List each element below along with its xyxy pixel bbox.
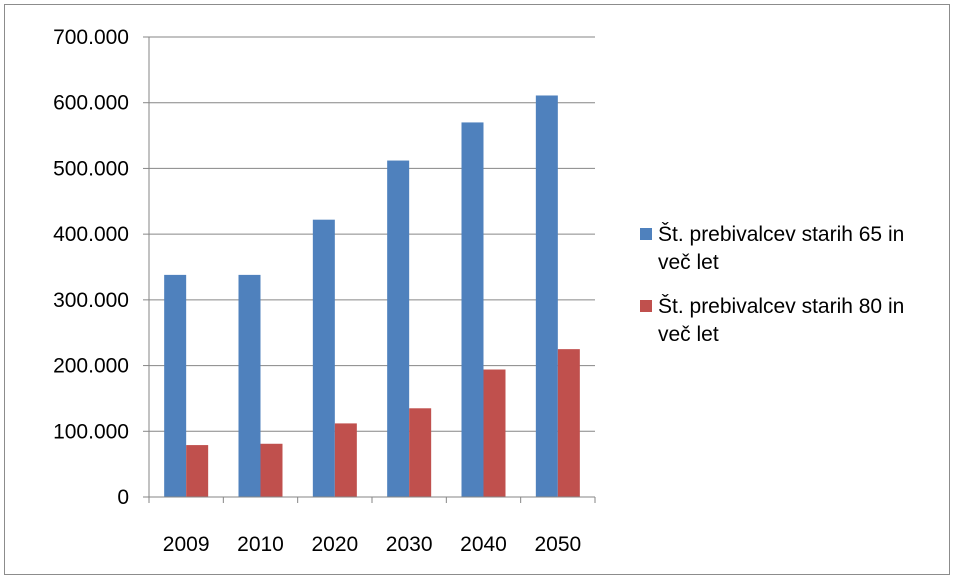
x-tick-labels: 2009 2010 2020 2030 2040 2050	[163, 533, 581, 556]
legend-swatch	[640, 228, 652, 240]
y-tick-label: 700.000	[53, 26, 129, 49]
bars	[164, 95, 580, 498]
bar-age65-2030	[387, 160, 410, 498]
bar-age65-2020	[312, 219, 335, 497]
axes	[143, 36, 596, 503]
legend-label: Št. prebivalcev starih 65 in	[658, 223, 904, 246]
bar-age80-2040	[483, 369, 506, 497]
bar-age65-2010	[238, 274, 261, 497]
legend: Št. prebivalcev starih 65 in več let Št. p…	[640, 223, 904, 346]
y-tick-label: 100.000	[53, 420, 129, 443]
y-tick-label: 300.000	[53, 289, 129, 312]
x-tick-label: 2030	[386, 533, 433, 556]
bar-age65-2009	[164, 274, 187, 497]
x-tick-label: 2040	[460, 533, 507, 556]
x-tick-label: 2050	[534, 533, 581, 556]
legend-label: Št. prebivalcev starih 80 in	[658, 295, 904, 318]
bar-age80-2009	[186, 445, 209, 497]
bar-age65-2050	[535, 95, 558, 497]
y-tick-label: 500.000	[53, 157, 129, 180]
y-tick-label: 600.000	[53, 92, 129, 115]
x-tick-label: 2020	[311, 533, 358, 556]
bar-age80-2020	[334, 423, 357, 497]
y-tick-label: 200.000	[53, 355, 129, 378]
gridlines	[149, 36, 595, 432]
bar-age65-2040	[461, 122, 484, 497]
y-tick-label: 400.000	[53, 223, 129, 246]
bar-age80-2050	[557, 349, 580, 497]
legend-label: več let	[658, 323, 719, 346]
bar-age80-2010	[260, 443, 283, 497]
y-tick-label: 0	[117, 486, 129, 509]
legend-swatch	[640, 300, 652, 312]
y-tick-labels: 0 100.000 200.000 300.000 400.000 500.000 600.…	[53, 26, 129, 509]
x-tick-label: 2009	[163, 533, 210, 556]
x-tick-label: 2010	[237, 533, 284, 556]
bar-age80-2030	[409, 408, 432, 497]
legend-label: več let	[658, 251, 719, 274]
